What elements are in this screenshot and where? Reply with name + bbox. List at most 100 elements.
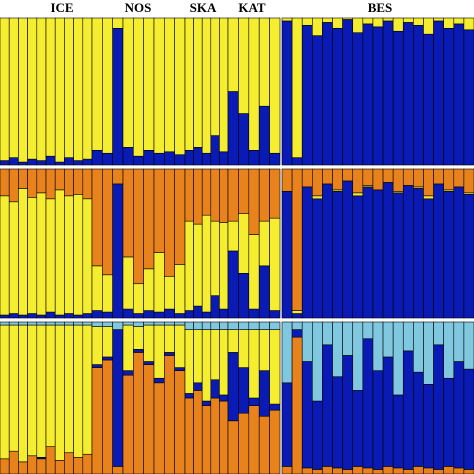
ancestry-segment [281, 168, 293, 192]
ancestry-segment [27, 324, 38, 457]
ancestry-segment [362, 17, 374, 25]
ancestry-segment [342, 17, 354, 20]
ancestry-segment [443, 27, 455, 166]
ancestry-segment [258, 415, 270, 474]
ancestry-segment [73, 194, 84, 316]
ancestry-segment [193, 168, 203, 225]
ancestry-segment [54, 321, 65, 326]
ancestry-segment [122, 324, 134, 371]
ancestry-segment [258, 321, 270, 330]
ancestry-segment [210, 17, 220, 136]
ancestry-segment [143, 321, 155, 326]
ancestry-segment [8, 324, 19, 452]
ancestry-segment [54, 314, 65, 319]
ancestry-segment [433, 168, 444, 185]
ancestry-segment [184, 17, 194, 151]
ancestry-segment [238, 272, 250, 319]
ancestry-segment [0, 314, 10, 319]
ancestry-segment [18, 461, 28, 474]
ancestry-segment [269, 329, 281, 405]
ancestry-segment [133, 313, 144, 319]
ancestry-segment [362, 186, 374, 319]
ancestry-segment [18, 321, 28, 326]
ancestry-segment [443, 168, 455, 191]
ancestry-segment [0, 168, 10, 197]
ancestry-segment [269, 168, 281, 219]
ancestry-segment [322, 321, 333, 346]
ancestry-segment [122, 374, 134, 474]
ancestry-segment [413, 321, 424, 373]
ancestry-segment [174, 17, 186, 156]
ancestry-segment [45, 155, 56, 166]
ancestry-segment [0, 324, 10, 460]
ancestry-segment [342, 469, 354, 474]
ancestry-segment [463, 194, 474, 319]
ancestry-segment [258, 105, 270, 166]
ancestry-segment [322, 344, 333, 467]
ancestry-segment [82, 313, 93, 319]
ancestry-segment [301, 25, 313, 166]
ancestry-segment [269, 310, 281, 319]
ancestry-segment [102, 326, 113, 358]
ancestry-segment [102, 359, 113, 474]
ancestry-segment [219, 222, 229, 310]
ancestry-segment [352, 390, 364, 467]
ancestry-segment [352, 17, 364, 33]
ancestry-segment [64, 321, 74, 326]
ancestry-segment [413, 168, 424, 188]
ancestry-segment [133, 321, 144, 327]
ancestry-segment [73, 324, 84, 458]
ancestry-segment [0, 17, 10, 161]
ancestry-segment [248, 17, 260, 151]
ancestry-segment [291, 321, 303, 330]
ancestry-segment [82, 453, 93, 474]
ancestry-segment [18, 168, 28, 189]
ancestry-segment [227, 420, 239, 474]
ancestry-segment [122, 321, 134, 326]
ancestry-segment [352, 195, 364, 319]
ancestry-segment [413, 371, 424, 467]
ancestry-segment [73, 321, 84, 326]
ancestry-segment [36, 192, 47, 316]
ancestry-segment [238, 321, 250, 330]
ancestry-segment [392, 192, 404, 319]
ancestry-segment [322, 22, 333, 166]
ancestry-segment [402, 168, 414, 186]
ancestry-segment [423, 17, 434, 35]
ancestry-segment [201, 400, 212, 406]
ancestry-segment [322, 183, 333, 319]
ancestry-segment [219, 17, 229, 153]
ancestry-segment [352, 466, 364, 474]
ancestry-segment [443, 377, 455, 467]
ancestry-segment [210, 295, 220, 319]
ancestry-segment [248, 168, 260, 235]
ancestry-segment [210, 397, 220, 474]
ancestry-segment [332, 191, 343, 319]
ancestry-segment [433, 17, 444, 22]
ancestry-segment [102, 356, 113, 361]
ancestry-segment [463, 168, 474, 194]
ancestry-segment [112, 168, 124, 185]
ancestry-segment [238, 329, 250, 368]
ancestry-segment [143, 364, 155, 474]
ancestry-segment [453, 186, 465, 319]
ancestry-segment [133, 17, 144, 157]
ancestry-segment [8, 168, 19, 203]
ancestry-segment [201, 214, 212, 313]
ancestry-segment [301, 17, 313, 26]
ancestry-segment [122, 147, 134, 166]
ancestry-segment [64, 313, 74, 319]
ancestry-segment [174, 370, 186, 474]
ancestry-segment [201, 405, 212, 474]
ancestry-segment [322, 168, 333, 185]
ancestry-segment [54, 168, 65, 191]
group-label: KAT [238, 0, 266, 15]
ancestry-segment [372, 321, 384, 371]
ancestry-segment [174, 367, 186, 371]
ancestry-segment [8, 17, 19, 158]
ancestry-segment [8, 157, 19, 166]
ancestry-segment [45, 321, 56, 326]
ancestry-segment [102, 311, 113, 319]
ancestry-segment [281, 321, 293, 384]
